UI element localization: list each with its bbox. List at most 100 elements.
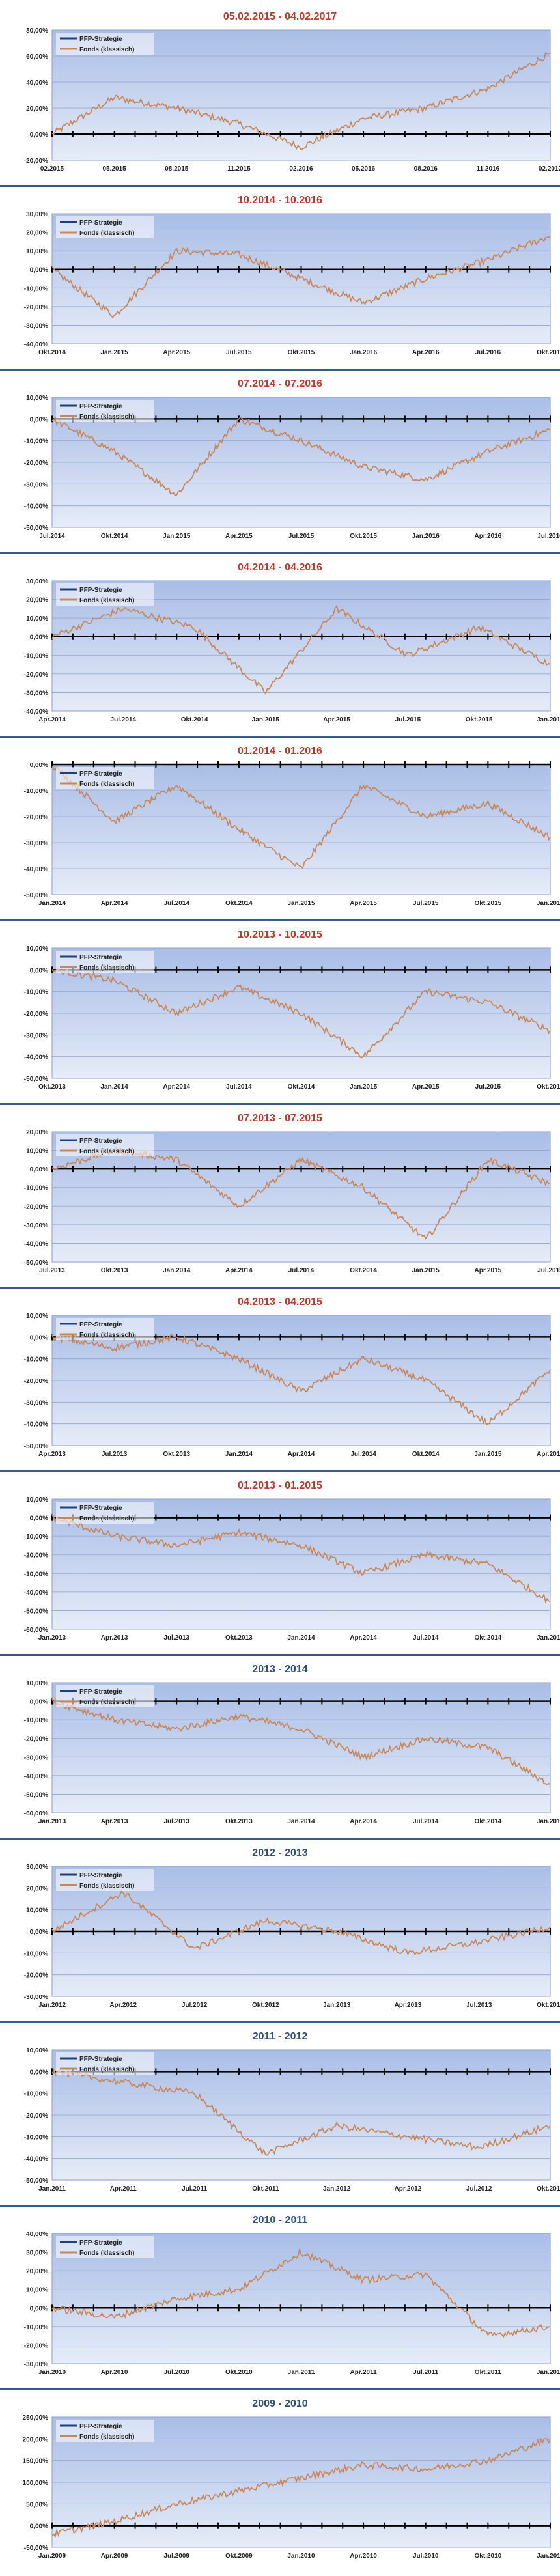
panel-divider — [0, 1103, 560, 1105]
y-tick-label: -10,00% — [24, 2324, 48, 2331]
y-tick-label: 20,00% — [26, 230, 48, 237]
y-tick-label: 30,00% — [26, 2250, 48, 2257]
x-tick-label: Jan.2015 — [350, 1084, 378, 1091]
y-tick-label: -10,00% — [24, 2091, 48, 2098]
y-tick-label: -30,00% — [24, 2361, 48, 2368]
x-tick-label: Jan.2015 — [163, 533, 191, 540]
y-tick-label: 30,00% — [26, 578, 48, 585]
chart-svg: 07.2013 - 07.2015 20,00% 10,00% 0,00% -10,00… — [24, 1113, 560, 1274]
x-tick-label: Jan.2013 — [38, 1634, 66, 1642]
y-tick-label: 0,00% — [30, 267, 48, 274]
y-tick-label: 0,00% — [30, 1929, 48, 1936]
chart-svg: 07.2014 - 07.2016 10,00% 0,00% -10,00% -20,0… — [24, 378, 560, 540]
y-tick-label: -50,00% — [24, 1076, 48, 1083]
y-tick-label: 10,00% — [26, 1148, 48, 1155]
chart-title: 07.2013 - 07.2015 — [238, 1113, 322, 1124]
y-tick-label: -20,00% — [24, 1378, 48, 1385]
x-tick-label: Jan.2015 — [252, 716, 280, 723]
y-tick-label: 60,00% — [26, 53, 48, 61]
series-fonds-klassisch — [51, 1334, 551, 1426]
x-tick-label: Jan.2016 — [537, 900, 560, 907]
legend-label-fund: Fonds (klassisch) — [79, 46, 134, 53]
y-tick-label: 50,00% — [26, 2501, 48, 2508]
x-tick-label: Apr.2013 — [395, 2002, 422, 2009]
y-tick-label: -30,00% — [24, 1222, 48, 1229]
y-tick-label: -30,00% — [24, 1032, 48, 1039]
panel-divider — [0, 1654, 560, 1656]
panel-divider — [0, 1287, 560, 1289]
chart-panel: 2013 - 2014 10,00% 0,00% -10,00% -20,00% -30,… — [0, 1658, 560, 1841]
x-tick-label: Apr.2014 — [288, 1451, 315, 1458]
x-tick-label: Jan.2015 — [537, 1634, 560, 1642]
x-tick-label: Okt.2010 — [225, 2369, 253, 2376]
y-tick-label: 150,00% — [23, 2458, 49, 2465]
x-tick-label: Apr.2014 — [350, 1634, 377, 1642]
y-tick-label: 10,00% — [26, 248, 48, 255]
y-tick-label: -40,00% — [24, 708, 48, 716]
panel-divider — [0, 185, 560, 187]
chart-panel: 01.2013 - 01.2015 10,00% 0,00% -10,00% -20,0… — [0, 1474, 560, 1658]
y-tick-label: 100,00% — [23, 2480, 49, 2487]
y-tick-label: -40,00% — [24, 866, 48, 873]
x-tick-label: Jul.2014 — [164, 900, 190, 907]
x-tick-label: Jan.2011 — [38, 2185, 66, 2192]
chart-panel: 10.2013 - 10.2015 10,00% 0,00% -10,00% -20,0… — [0, 923, 560, 1107]
y-tick-label: 10,00% — [26, 2287, 48, 2294]
x-tick-label: Okt.2011 — [475, 2369, 502, 2376]
y-tick-label: -10,00% — [24, 1533, 48, 1541]
y-tick-label: 20,00% — [26, 2268, 48, 2275]
y-tick-label: -60,00% — [24, 1627, 48, 1634]
x-tick-label: Jul.2009 — [164, 2553, 190, 2560]
x-tick-label: Okt.2015 — [537, 1084, 560, 1091]
x-tick-label: Jan.2010 — [287, 2553, 315, 2560]
y-tick-label: 0,00% — [30, 634, 48, 641]
series-fonds-klassisch — [51, 1890, 551, 1956]
panel-divider — [0, 919, 560, 921]
chart-panel: 07.2014 - 07.2016 10,00% 0,00% -10,00% -20,0… — [0, 372, 560, 556]
x-tick-label: Jan.2014 — [225, 1451, 253, 1458]
x-tick-label: Apr.2015 — [412, 1084, 440, 1091]
y-tick-label: -40,00% — [24, 1773, 48, 1780]
y-tick-label: -40,00% — [24, 341, 48, 348]
y-tick-label: 0,00% — [30, 416, 48, 423]
x-tick-label: Jan.2014 — [163, 1267, 191, 1274]
x-tick-label: 05.2016 — [352, 165, 376, 173]
x-tick-label: Apr.2014 — [38, 716, 66, 723]
chart-title: 01.2013 - 01.2015 — [238, 1480, 322, 1491]
x-tick-label: Apr.2012 — [395, 2185, 422, 2192]
x-tick-label: Jul.2014 — [413, 1634, 439, 1642]
chart-title: 10.2013 - 10.2015 — [238, 929, 322, 940]
legend — [56, 583, 154, 606]
chart-svg: 10.2013 - 10.2015 10,00% 0,00% -10,00% -20,0… — [24, 929, 560, 1091]
legend-label-strategy: PFP-Strategie — [79, 403, 122, 410]
series-fonds-klassisch — [51, 2437, 551, 2538]
y-tick-label: -20,00% — [24, 671, 48, 679]
y-tick-label: -30,00% — [24, 322, 48, 329]
x-tick-label: Okt.2015 — [466, 716, 493, 723]
series-fonds-klassisch — [51, 2069, 551, 2156]
chart-title: 10.2014 - 10.2016 — [238, 195, 322, 206]
y-tick-label: -50,00% — [24, 1608, 48, 1615]
chart-title: 2010 - 2011 — [253, 2215, 308, 2226]
x-tick-label: Okt.2014 — [101, 533, 128, 540]
y-tick-label: 0,00% — [30, 1166, 48, 1173]
x-tick-label: Jul.2016 — [475, 349, 501, 356]
chart-panel: 2010 - 2011 40,00% 30,00% 20,00% 10,00% 0,00%… — [0, 2209, 560, 2392]
x-tick-label: Jan.2012 — [323, 2185, 351, 2192]
y-tick-label: -20,00% — [24, 1552, 48, 1560]
x-tick-label: 02.2017 — [539, 165, 560, 173]
panel-divider — [0, 736, 560, 738]
y-tick-label: -10,00% — [24, 1950, 48, 1957]
y-tick-label: -30,00% — [24, 690, 48, 697]
chart-svg: 01.2014 - 01.2016 0,00% -10,00% -20,00% -30,… — [24, 746, 560, 907]
chart-svg: 2009 - 2010 250,00% 200,00% 150,00% 100,00% 5… — [23, 2398, 560, 2560]
series-fonds-klassisch — [51, 1514, 551, 1604]
legend — [56, 2420, 154, 2442]
panel-divider — [0, 2021, 560, 2023]
legend-label-strategy: PFP-Strategie — [79, 1138, 122, 1145]
x-tick-label: Okt.2013 — [225, 1634, 253, 1642]
y-tick-label: -30,00% — [24, 481, 48, 488]
y-tick-label: -10,00% — [24, 788, 48, 795]
x-tick-label: Jul.2010 — [164, 2369, 190, 2376]
y-tick-label: 200,00% — [23, 2436, 49, 2443]
